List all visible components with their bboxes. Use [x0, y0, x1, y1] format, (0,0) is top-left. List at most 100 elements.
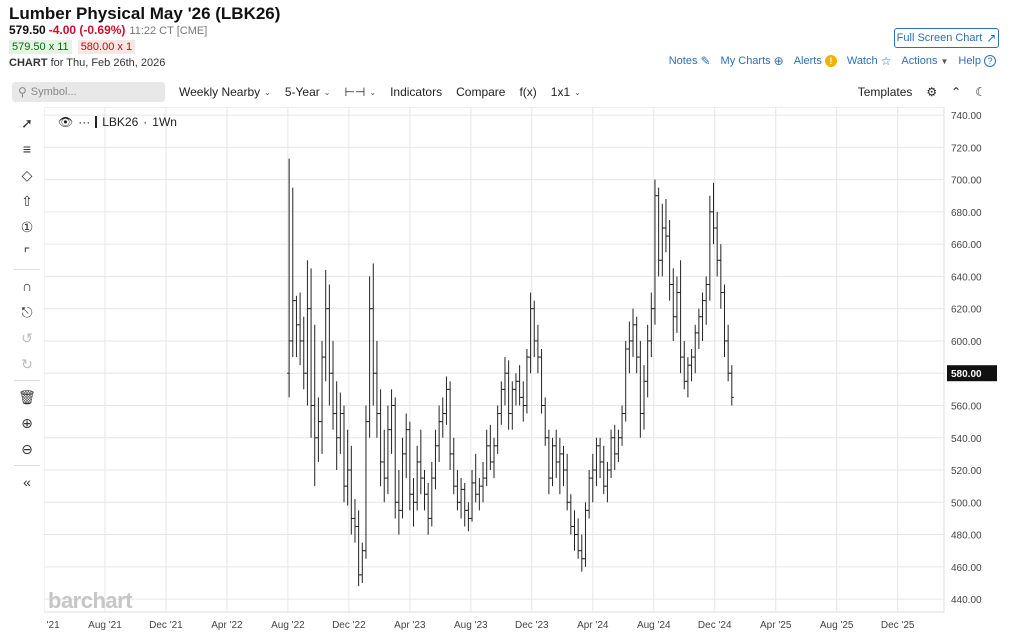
magnet-icon[interactable]: ∩ — [21, 278, 33, 294]
x-tick-label: Dec '24 — [698, 620, 732, 631]
x-tick-label: Dec '25 — [881, 620, 915, 631]
layout-label: 1x1 — [550, 85, 571, 99]
my-charts-link[interactable]: My Charts ⊕ — [721, 55, 784, 67]
x-tick-label: Aug '23 — [454, 620, 488, 631]
theme-moon-icon[interactable]: ☾ — [975, 85, 986, 99]
arrow-tool-icon[interactable]: ⇧ — [21, 192, 33, 209]
full-screen-chart-button[interactable]: Full Screen Chart ↗ — [894, 28, 999, 48]
compare-button[interactable]: Compare — [456, 85, 505, 99]
period-label: 5-Year — [284, 85, 320, 99]
legend-sep: · — [143, 115, 148, 129]
redo-icon[interactable]: ↻ — [21, 355, 33, 372]
chevron-down-icon: ⌄ — [369, 87, 377, 97]
y-tick-label: 600.00 — [951, 337, 982, 348]
templates-button[interactable]: Templates — [857, 85, 913, 99]
notes-link[interactable]: Notes ✎ — [669, 55, 711, 67]
x-tick-label: Dec '22 — [332, 620, 366, 631]
y-tick-label: 620.00 — [951, 305, 982, 316]
actions-label: Actions — [901, 55, 938, 67]
alerts-link[interactable]: Alerts! — [794, 55, 837, 67]
settings-gear-icon[interactable]: ⚙ — [926, 85, 938, 99]
fib-tool-icon[interactable]: ≡ — [22, 141, 32, 157]
legend-symbol: LBK26 — [102, 115, 139, 129]
chart-type-select[interactable]: ⊢⊣ ⌄ — [344, 86, 376, 98]
x-tick-label: Apr '23 — [394, 620, 426, 631]
y-tick-label: 460.00 — [951, 563, 982, 574]
y-tick-label: 680.00 — [951, 208, 982, 219]
my-charts-label: My Charts — [720, 55, 771, 67]
divider — [14, 380, 40, 381]
drawing-tools-sidebar: ➚ ≡ ◇ ⇧ ① ⌜ ∩ ⎋ ↺ ↻ 🗑 ⊕ ⊖ « — [14, 110, 40, 495]
price-bars — [287, 158, 734, 587]
eye-icon[interactable]: 👁 — [58, 115, 74, 129]
search-placeholder: Symbol... — [30, 86, 77, 98]
y-tick-label: 720.00 — [951, 143, 982, 154]
y-tick-label: 700.00 — [951, 176, 982, 187]
y-tick-label: 520.00 — [951, 466, 982, 477]
symbol-search[interactable]: ⚲ Symbol... — [12, 82, 165, 102]
collapse-up-icon[interactable]: ⌃ — [951, 85, 962, 99]
chart-legend[interactable]: 👁 ··· LBK26 · 1Wn — [58, 115, 177, 129]
unlock-icon[interactable]: ⎋ — [21, 303, 33, 320]
bid-ask: 579.50 x 11 580.00 x 1 — [9, 40, 136, 54]
zoom-in-icon[interactable]: ⊕ — [21, 414, 33, 431]
alert-icon: ! — [824, 55, 837, 67]
period-select[interactable]: 5-Year ⌄ — [285, 85, 331, 99]
help-circle-icon: ? — [984, 55, 996, 67]
chart-for-date: for Thu, Feb 26th, 2026 — [50, 57, 166, 69]
indicators-button[interactable]: Indicators — [390, 85, 442, 99]
help-link[interactable]: Help? — [958, 55, 996, 67]
toolbar-right: Templates ⚙ ⌃ ☾ — [858, 80, 986, 104]
watch-label: Watch — [846, 55, 878, 67]
chart-toolbar: ⚲ Symbol... Weekly Nearby ⌄ 5-Year ⌄ ⊢⊣ ⌄ I… — [12, 80, 1000, 104]
search-icon: ⚲ — [18, 85, 27, 99]
page-title: Lumber Physical May '26 (LBK26) — [9, 4, 281, 23]
legend-more-icon[interactable]: ··· — [78, 115, 91, 129]
actions-menu[interactable]: Actions ▼ — [901, 55, 948, 67]
y-tick-label: 640.00 — [951, 272, 982, 283]
x-tick-label: Apr '22 — [211, 620, 243, 631]
chevron-down-icon: ⌄ — [574, 87, 581, 97]
annotation-tool-icon[interactable]: ① — [20, 218, 34, 235]
x-tick-label: Dec '23 — [515, 620, 549, 631]
layout-select[interactable]: 1x1 ⌄ — [551, 85, 581, 99]
watch-link[interactable]: Watch ☆ — [847, 55, 892, 67]
x-tick-label: Aug '24 — [637, 620, 671, 631]
line-tool-icon[interactable]: ➚ — [21, 114, 33, 131]
plus-circle-icon: ⊕ — [773, 54, 784, 68]
price-chart[interactable]: 740.00 720.00 700.00 680.00 660.00 640.00 620.… — [44, 107, 1000, 632]
price-tag-label: 580.00 — [951, 369, 982, 380]
current-price-tag: 580.00 — [947, 365, 997, 382]
x-tick-label: Apr '25 — [760, 620, 792, 631]
trash-icon[interactable]: 🗑 — [18, 388, 36, 405]
y-tick-label: 480.00 — [951, 531, 982, 542]
y-tick-label: 560.00 — [951, 401, 982, 412]
x-tick-label: Apr '24 — [577, 620, 609, 631]
undo-icon[interactable]: ↺ — [21, 329, 33, 346]
x-tick-label: Dec '21 — [149, 620, 183, 631]
divider — [14, 269, 40, 270]
divider — [14, 465, 40, 466]
y-tick-label: 540.00 — [951, 434, 982, 445]
x-tick-label: Aug '21 — [88, 620, 122, 631]
ask-value: 580.00 x 1 — [77, 40, 136, 54]
y-tick-label: 740.00 — [951, 111, 982, 122]
fx-label: f(x) — [519, 85, 537, 99]
bid-value: 579.50 x 11 — [9, 40, 72, 54]
compare-label: Compare — [456, 85, 506, 99]
pattern-tool-icon[interactable]: ⌜ — [23, 244, 31, 261]
top-links: Notes ✎ My Charts ⊕ Alerts! Watch ☆ Actions… — [669, 55, 996, 67]
collapse-icon[interactable]: « — [23, 474, 31, 490]
star-icon: ☆ — [880, 54, 892, 68]
chevron-down-icon: ⌄ — [323, 87, 331, 97]
shapes-tool-icon[interactable]: ◇ — [21, 166, 33, 183]
expand-arrow-icon: ↗ — [986, 31, 997, 45]
price-change: -4.00 (-0.69%) — [48, 23, 126, 37]
quote-line: 579.50 -4.00 (-0.69%) 11:22 CT [CME] — [9, 23, 207, 37]
fx-button[interactable]: f(x) — [519, 85, 536, 99]
zoom-out-icon[interactable]: ⊖ — [21, 440, 33, 457]
interval-select[interactable]: Weekly Nearby ⌄ — [179, 85, 271, 99]
help-label: Help — [958, 55, 981, 67]
notes-label: Notes — [668, 55, 698, 67]
ohlc-bar — [729, 365, 734, 406]
